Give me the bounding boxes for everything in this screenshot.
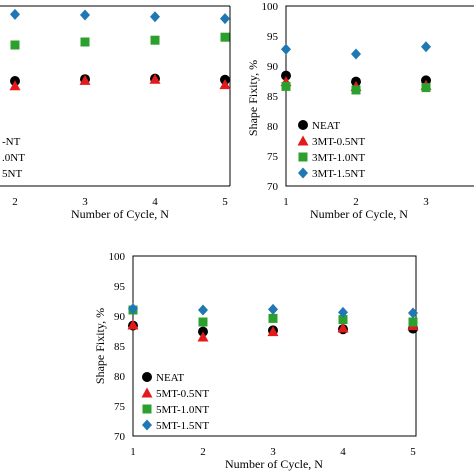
data-point-series-2 [421, 83, 431, 93]
y-tick-label: 90 [114, 311, 126, 323]
chart-bottom-y-axis-label: Shape Fixity, % [93, 308, 107, 384]
chart-bottom-legend: NEAT 5MT-0.5NT 5MT-1.0NT 5MT-1.5NT [141, 372, 209, 432]
chart-top-right-y-axis-label: Shape Fixity, % [246, 60, 260, 136]
data-point-series-2 [198, 317, 208, 327]
chart-top-left-legend: -NT .0NT 5NT [2, 136, 25, 180]
data-point-series-1 [149, 73, 161, 84]
data-point-series-2 [408, 317, 418, 327]
legend-label-2: 5NT [2, 168, 22, 180]
chart-bottom: 70 75 80 85 90 95 100 1 2 3 4 5 NEAT 5MT-0.5NT 5MT-1… [93, 251, 419, 471]
legend-label-3: 5MT-1.5NT [156, 420, 209, 432]
y-tick-label: 80 [114, 371, 126, 383]
data-point-series-2 [220, 32, 230, 42]
data-point-series-1 [337, 322, 349, 333]
x-tick-label: 2 [200, 446, 206, 458]
x-tick-label: 4 [340, 446, 346, 458]
x-tick-label: 3 [270, 446, 276, 458]
legend-marker-1 [141, 387, 153, 398]
chart-top-right: 70 75 80 85 90 95 100 1 2 3 NEAT 3MT-0.5NT 3MT-1.0… [246, 1, 474, 221]
chart-bottom-x-ticks: 1 2 3 4 5 [130, 446, 416, 458]
y-tick-label: 100 [262, 1, 279, 13]
legend-label-3: 3MT-1.5NT [312, 168, 365, 180]
chart-top-left-x-axis-label: Number of Cycle, N [71, 207, 169, 221]
y-tick-label: 70 [114, 431, 126, 443]
data-point-series-3 [281, 43, 291, 55]
legend-label-2: 3MT-1.0NT [312, 152, 365, 164]
legend-marker-2 [298, 152, 308, 162]
y-tick-label: 90 [267, 61, 279, 73]
y-tick-label: 95 [114, 281, 126, 293]
legend-marker-3 [142, 419, 152, 431]
chart-bottom-points [127, 303, 419, 342]
data-point-series-3 [338, 306, 348, 318]
legend-label-0: NEAT [312, 120, 340, 132]
data-point-series-1 [267, 326, 279, 337]
chart-top-left: 2 3 4 5 -NT .0NT 5NT Number of Cycle, N [0, 5, 231, 221]
data-point-series-2 [10, 40, 20, 50]
x-tick-label: 2 [353, 196, 359, 208]
x-tick-label: 1 [130, 446, 136, 458]
data-point-series-3 [80, 9, 90, 21]
legend-marker-1 [297, 135, 309, 146]
data-point-series-2 [80, 37, 90, 47]
x-tick-label: 4 [152, 196, 158, 208]
data-point-series-1 [219, 79, 231, 90]
legend-label-1: 3MT-0.5NT [312, 136, 365, 148]
chart-top-left-points [9, 8, 231, 91]
x-tick-label: 5 [410, 446, 416, 458]
data-point-series-3 [128, 303, 138, 315]
data-point-series-2 [150, 35, 160, 45]
y-tick-label: 70 [267, 181, 279, 193]
chart-top-right-x-ticks: 1 2 3 [283, 196, 429, 208]
chart-top-left-x-ticks: 2 3 4 5 [12, 196, 228, 208]
data-point-series-3 [268, 303, 278, 315]
y-tick-label: 95 [267, 31, 279, 43]
chart-top-right-x-axis-label: Number of Cycle, N [310, 207, 408, 221]
data-point-series-2 [338, 315, 348, 325]
chart-bottom-plot-frame [132, 255, 417, 437]
x-tick-label: 3 [423, 196, 429, 208]
x-tick-label: 5 [222, 196, 228, 208]
y-tick-label: 85 [114, 341, 126, 353]
x-tick-label: 2 [12, 196, 18, 208]
data-point-series-1 [9, 80, 21, 91]
legend-marker-0 [298, 120, 308, 130]
data-point-series-0 [281, 70, 291, 81]
y-tick-label: 75 [114, 401, 126, 413]
data-point-series-2 [281, 81, 291, 91]
legend-marker-0 [142, 372, 152, 382]
chart-bottom-x-axis-label: Number of Cycle, N [225, 457, 323, 471]
data-point-series-2 [268, 313, 278, 323]
data-point-series-3 [198, 304, 208, 316]
data-point-series-3 [220, 13, 230, 25]
legend-marker-2 [142, 404, 152, 414]
legend-label-2: 5MT-1.0NT [156, 404, 209, 416]
data-point-series-3 [421, 41, 431, 53]
data-point-series-1 [127, 319, 139, 330]
legend-label-1: 5MT-0.5NT [156, 388, 209, 400]
chart-bottom-y-ticks: 70 75 80 85 90 95 100 [109, 251, 126, 443]
data-point-series-3 [150, 11, 160, 23]
data-point-series-1 [79, 74, 91, 85]
x-tick-label: 1 [283, 196, 289, 208]
legend-marker-3 [298, 167, 308, 179]
x-tick-label: 3 [82, 196, 88, 208]
y-tick-label: 85 [267, 91, 279, 103]
y-tick-label: 100 [109, 251, 126, 263]
data-point-series-2 [351, 85, 361, 95]
chart-top-right-points [280, 41, 432, 95]
legend-label-0: -NT [2, 136, 21, 148]
data-point-series-1 [197, 331, 209, 342]
data-point-series-3 [351, 48, 361, 60]
legend-label-0: NEAT [156, 372, 184, 384]
data-point-series-3 [408, 307, 418, 319]
y-tick-label: 75 [267, 151, 279, 163]
legend-label-1: .0NT [2, 152, 25, 164]
chart-top-right-plot-frame [285, 5, 474, 187]
chart-top-right-legend: NEAT 3MT-0.5NT 3MT-1.0NT 3MT-1.5NT [297, 120, 365, 180]
data-point-series-3 [10, 8, 20, 20]
chart-top-right-y-ticks: 70 75 80 85 90 95 100 [262, 1, 279, 193]
y-tick-label: 80 [267, 121, 279, 133]
